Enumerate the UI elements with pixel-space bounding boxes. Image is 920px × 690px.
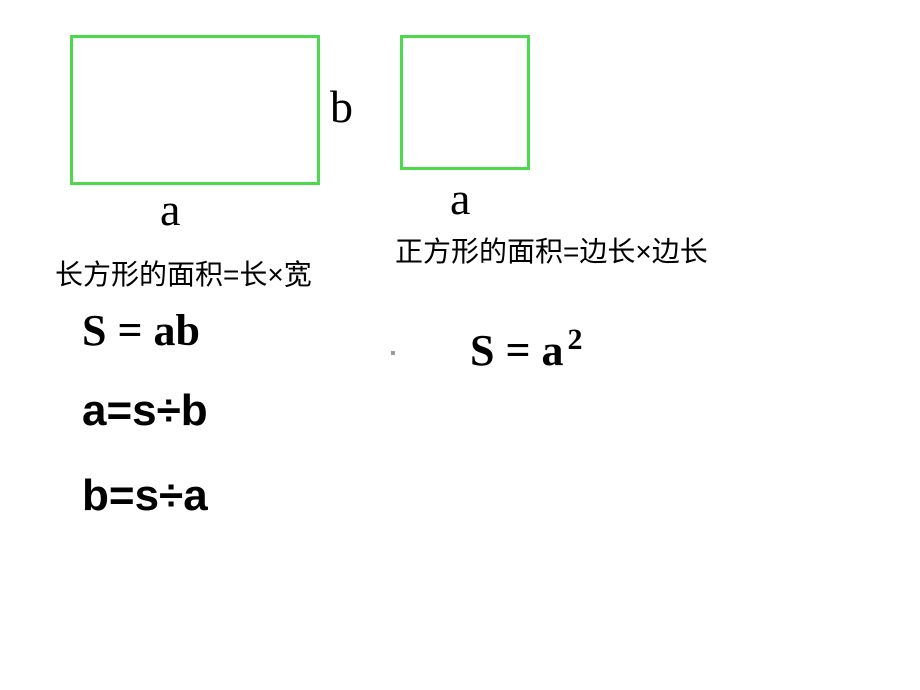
rectangle-area-text: 长方形的面积=长×宽 <box>55 253 312 293</box>
bullet-marker: ▪ <box>390 345 396 363</box>
square-area-text: 正方形的面积=边长×边长 <box>395 230 708 270</box>
formula-base: S = a <box>470 326 564 375</box>
formula-b-equals-s-div-a: b=s÷a <box>82 471 208 521</box>
rectangle-shape-left <box>70 35 320 185</box>
label-a-rectangle: a <box>160 183 180 236</box>
square-shape-right <box>400 35 530 170</box>
label-b: b <box>330 80 353 133</box>
formula-s-equals-a-squared: S = a2 <box>470 325 583 376</box>
formula-a-equals-s-div-b: a=s÷b <box>82 386 208 436</box>
label-a-square: a <box>450 172 470 225</box>
formula-exponent: 2 <box>568 323 583 356</box>
formula-s-equals-ab: S = ab <box>82 305 200 356</box>
